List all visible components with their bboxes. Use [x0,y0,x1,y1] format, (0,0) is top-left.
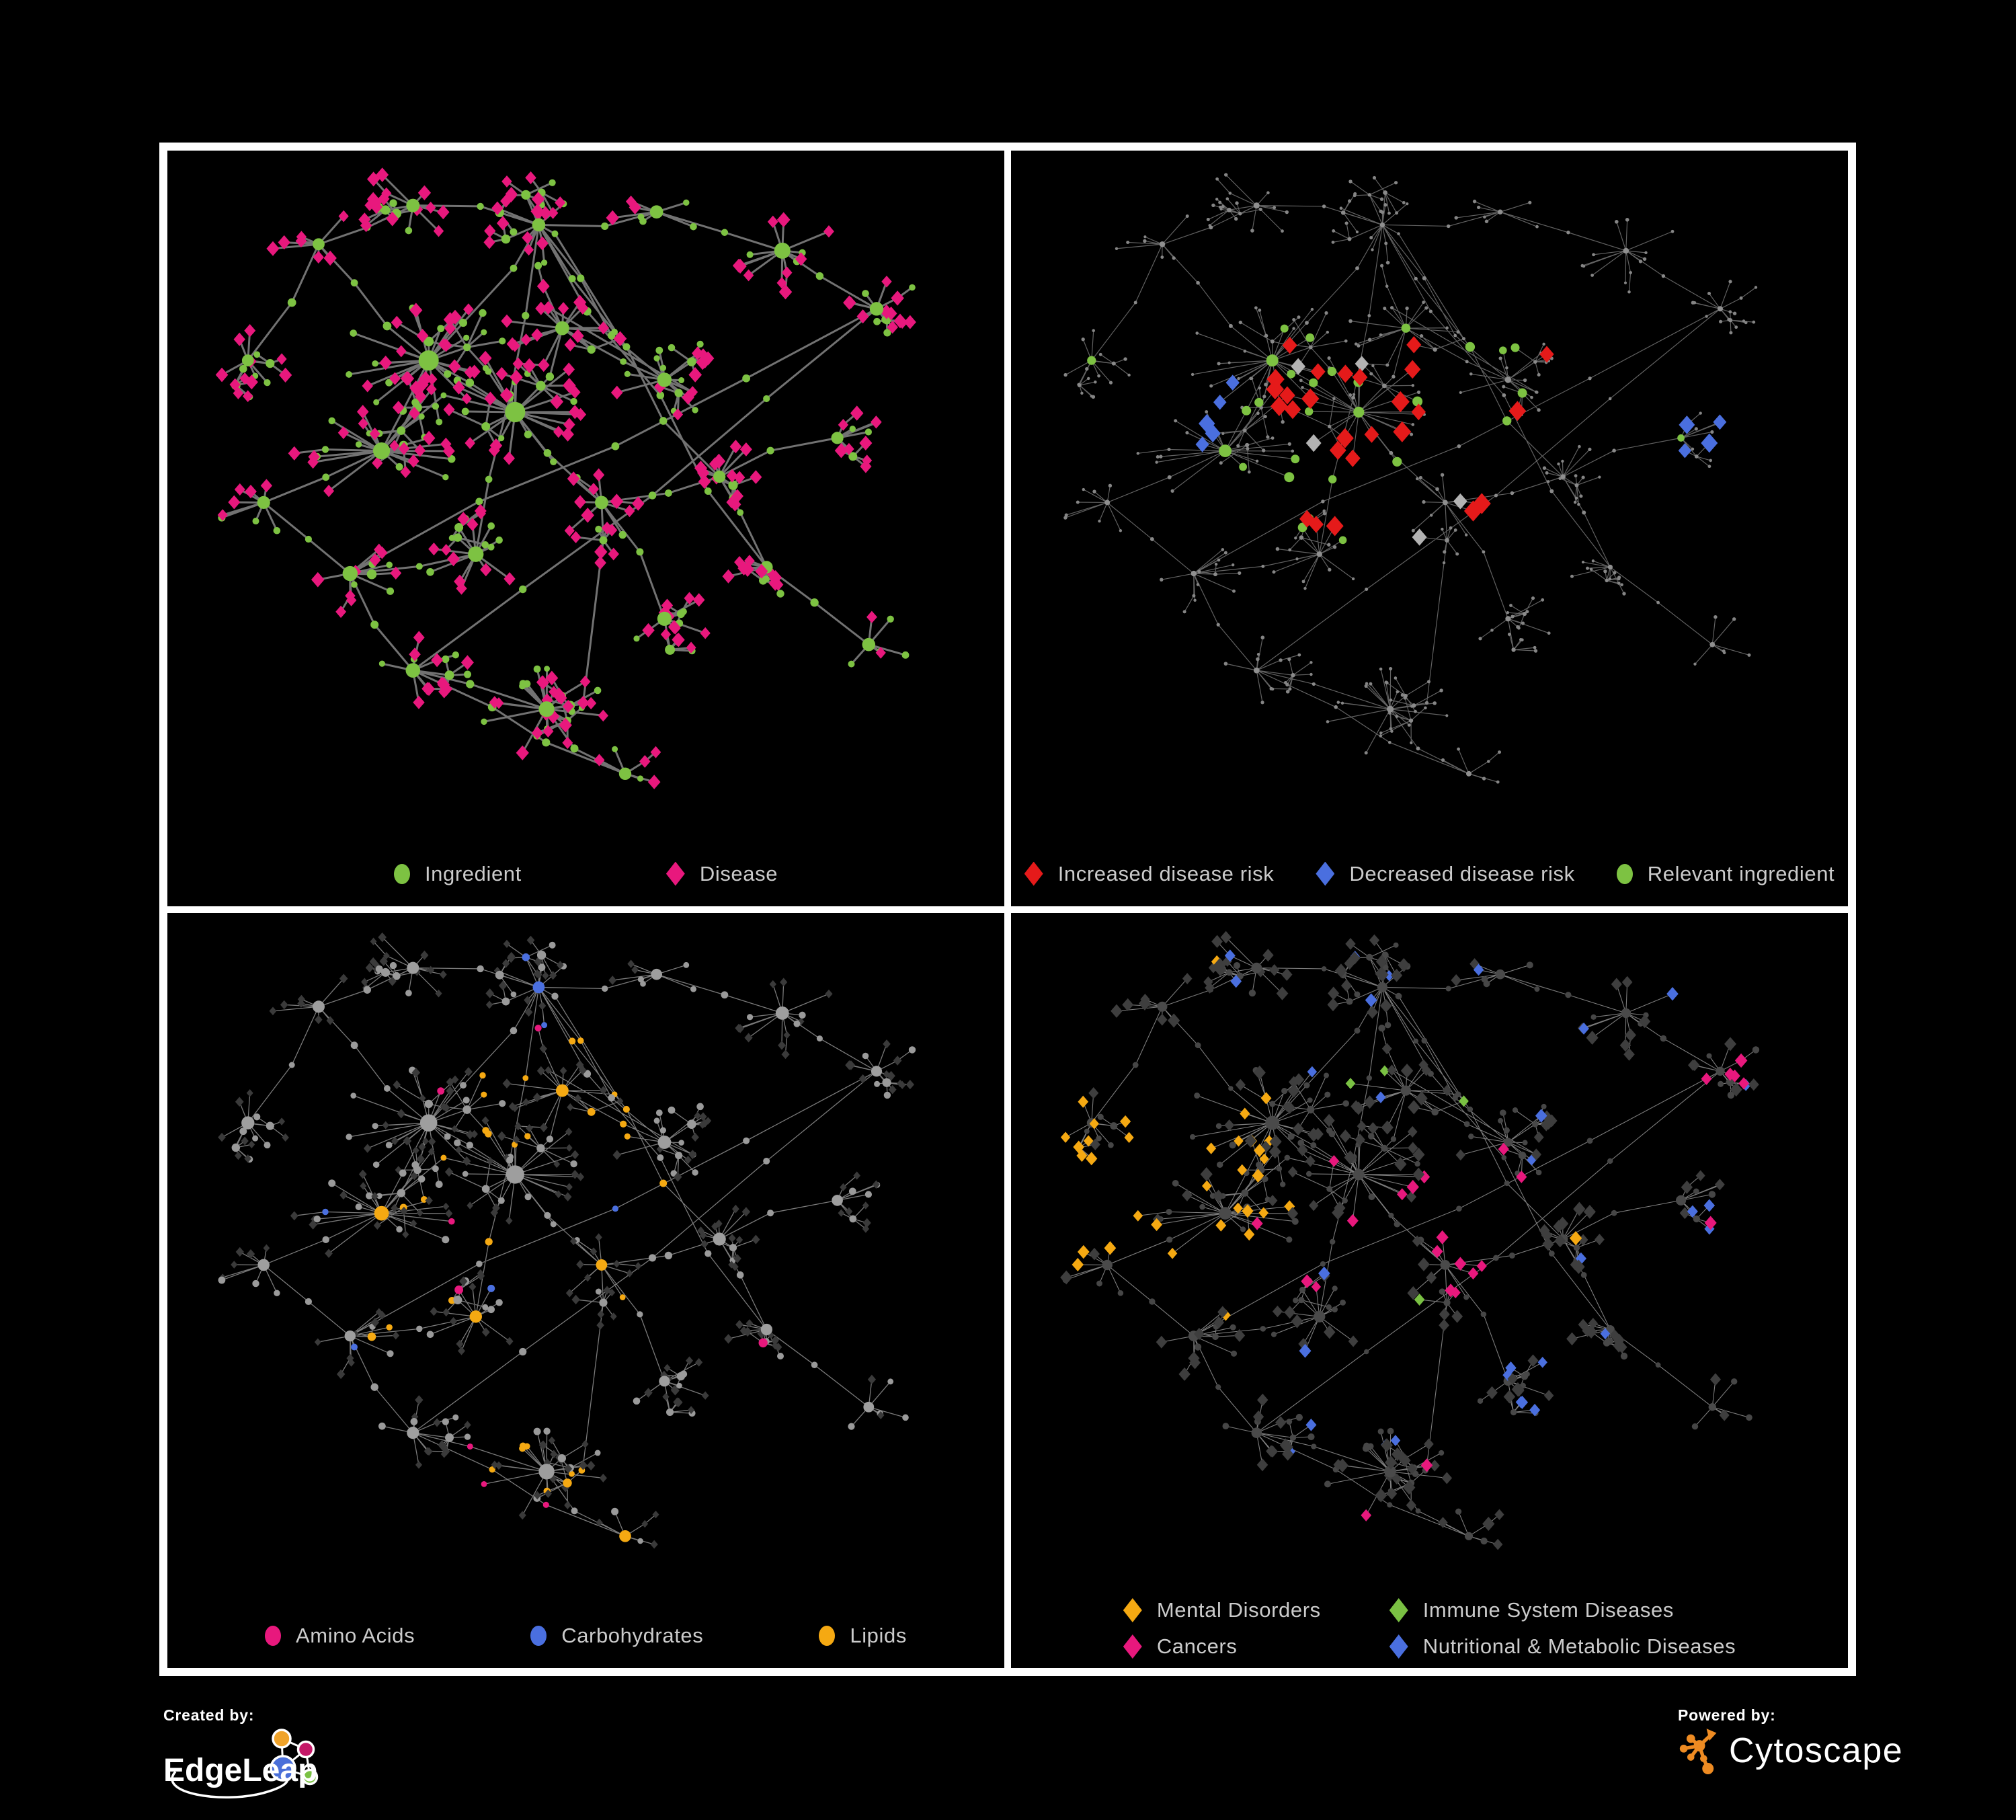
edgeleap-branding: Created by: EdgeLeap [163,1706,392,1805]
edgeleap-node-green [301,1768,319,1786]
edgeleap-node-orange [272,1729,292,1749]
panel-ingredient-disease: Ingredient Disease [167,151,1004,906]
edgeleap-node-blue [270,1755,296,1782]
network-graph-disease-risk [1063,173,1758,784]
edgeleap-logo-text: EdgeLeap [163,1753,317,1788]
created-by-label: Created by: [163,1706,255,1724]
cytoscape-logo-text: Cytoscape [1729,1731,1904,1770]
network-graph-ingredient-disease [215,167,916,789]
network-graph-nutrient-classes [218,932,916,1549]
cytoscape-branding: Powered by: Cytoscape [1678,1706,1903,1774]
figure-frame: Ingredient Disease Increased disease risk… [159,143,1856,1676]
edgeleap-logo: EdgeLeap [163,1729,319,1799]
panel-disease-categories: Mental Disorders Immune System Diseases Ca… [1011,912,1848,1668]
edgeleap-node-magenta [296,1740,315,1759]
panel-disease-risk: Increased disease risk Decreased disease … [1011,151,1848,906]
cytoscape-logo-icon [1679,1729,1717,1774]
powered-by-label: Powered by: [1678,1706,1776,1724]
network-graph-disease-categories [1060,931,1760,1550]
edgeleap-icon-nodes [270,1729,319,1786]
panel-nutrient-classes: Amino Acids Carbohydrates Lipids [167,912,1004,1668]
